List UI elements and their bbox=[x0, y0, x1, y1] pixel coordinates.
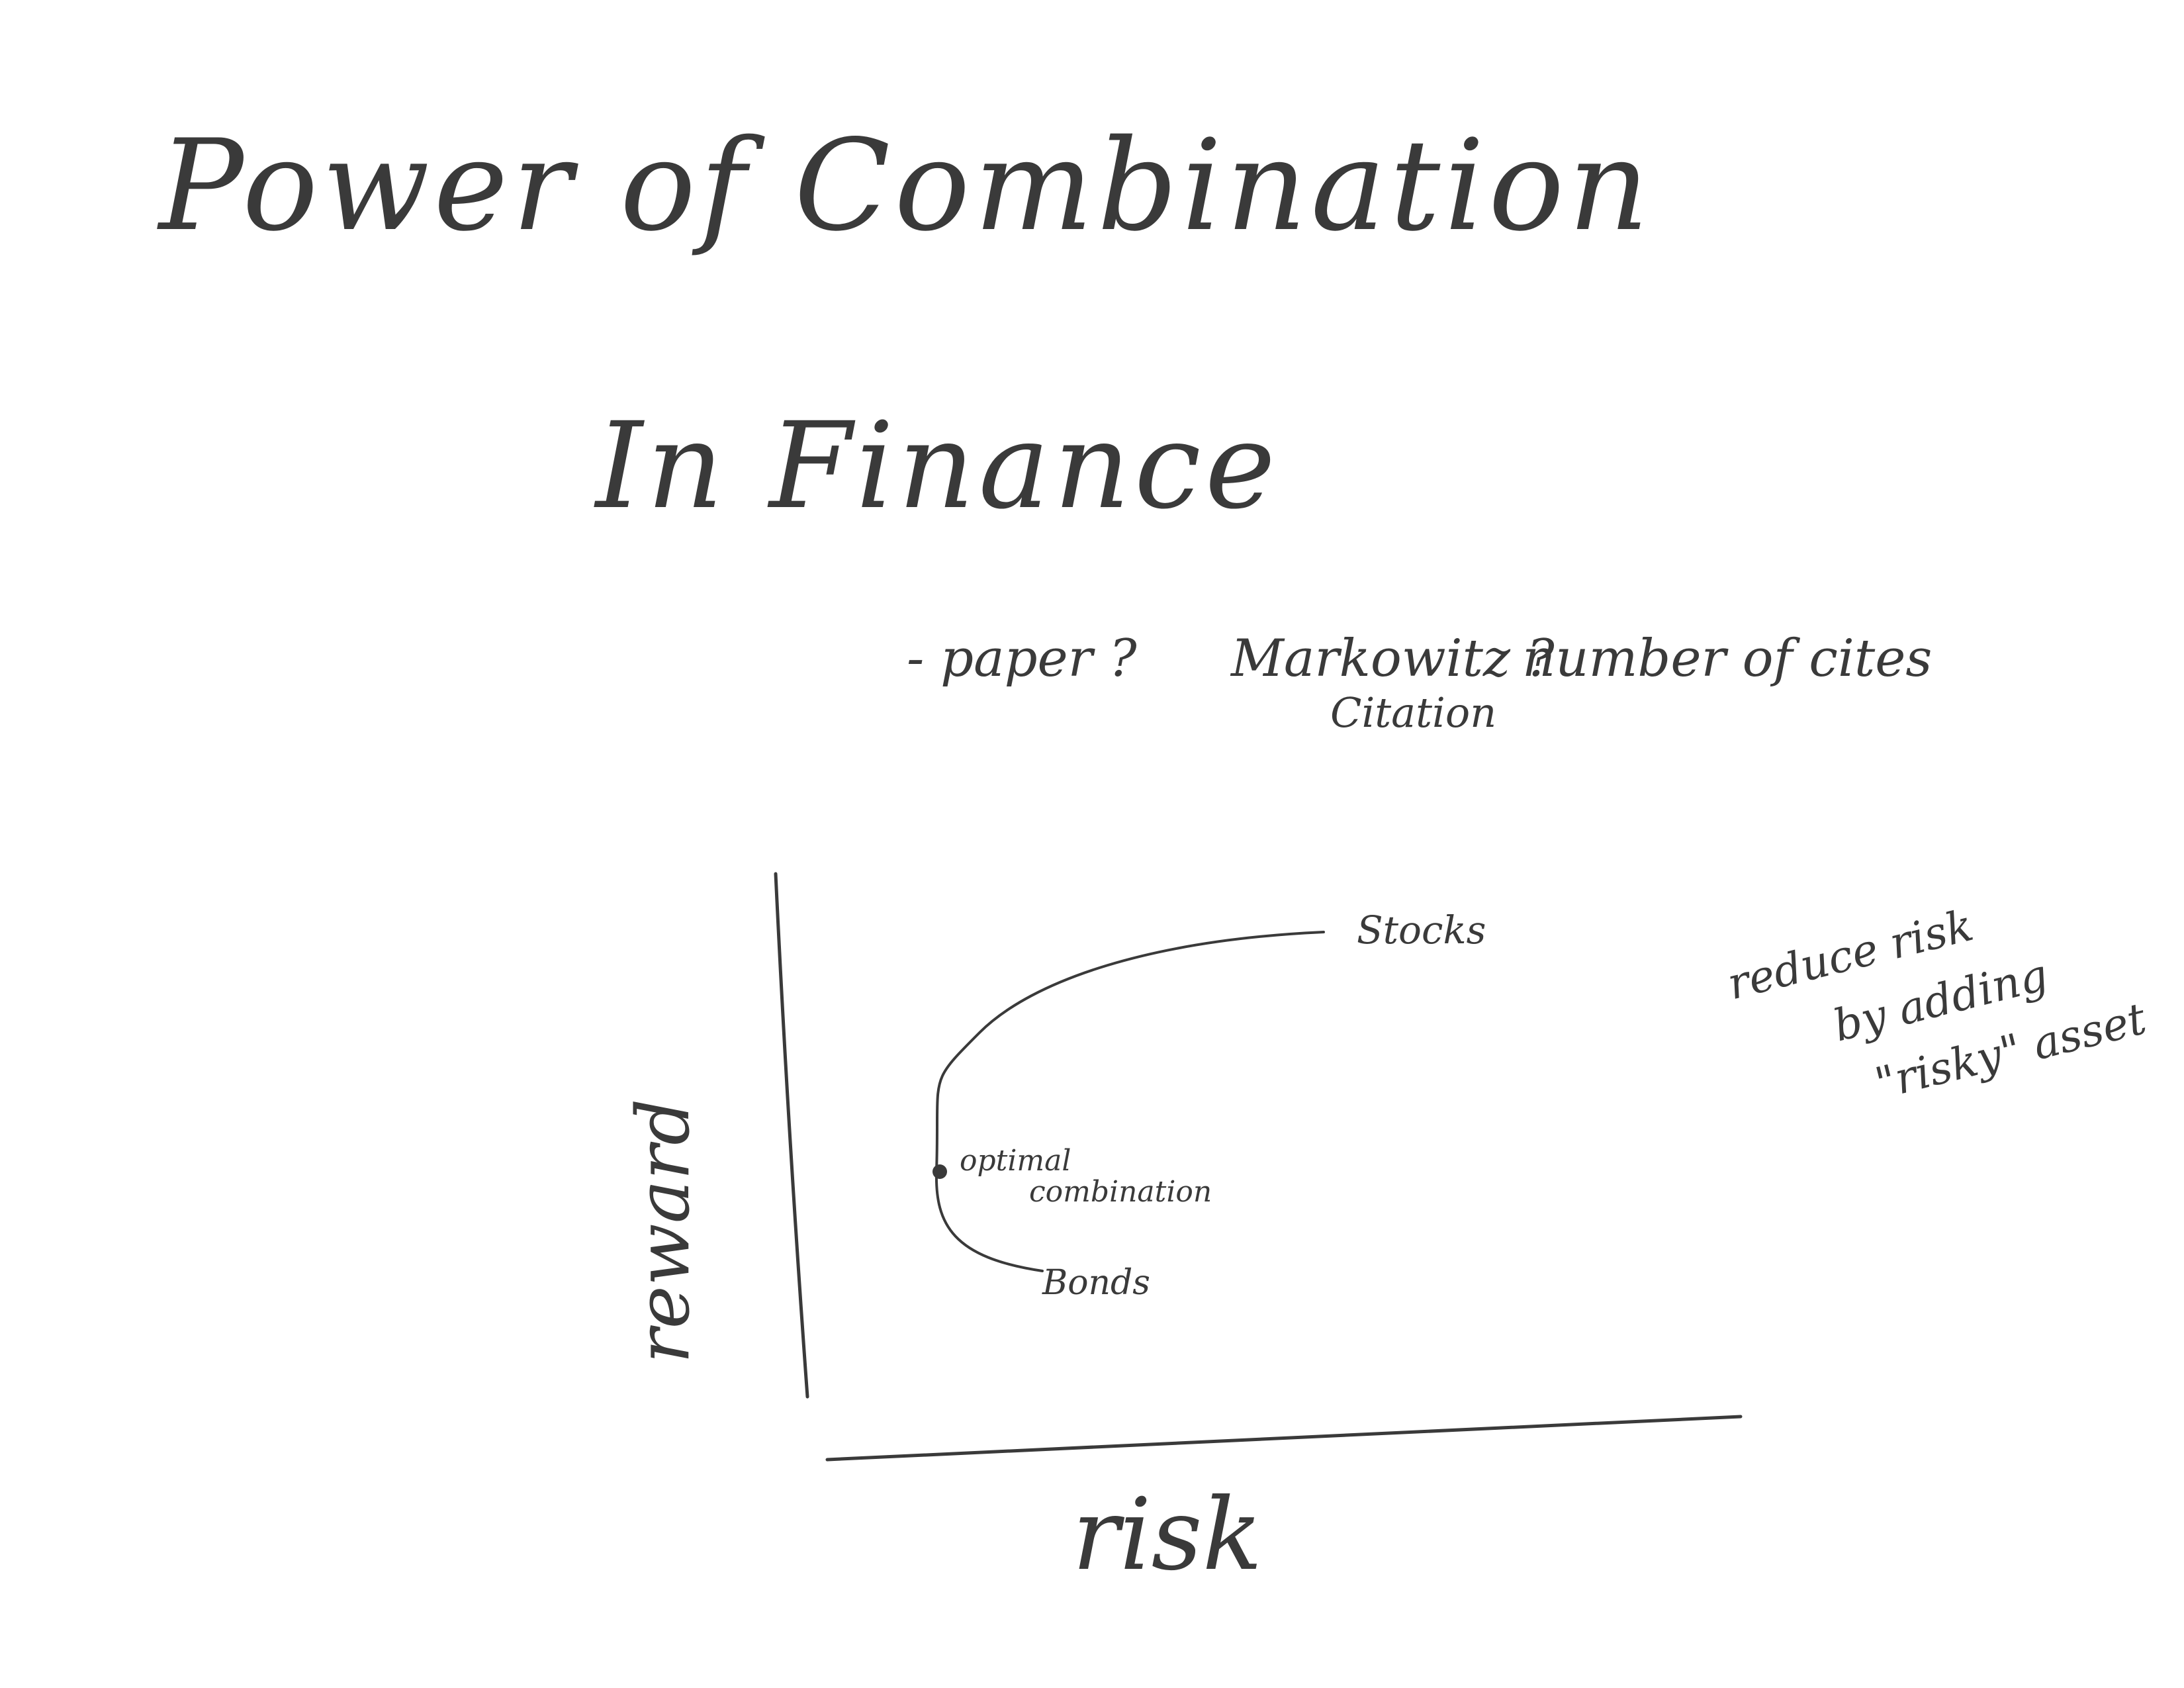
optimal-label-line1: optimal bbox=[960, 1144, 1071, 1178]
y-axis-label: reward bbox=[621, 1099, 705, 1364]
bonds-label: Bonds bbox=[1042, 1263, 1150, 1303]
question-citation: Citation bbox=[1330, 688, 1497, 737]
page-subtitle: In Finance bbox=[596, 397, 1280, 536]
question-paper: - paper ? bbox=[907, 629, 1137, 688]
x-axis-label: risk bbox=[1072, 1477, 1263, 1593]
stocks-label: Stocks bbox=[1357, 908, 1486, 953]
optimal-combination-point bbox=[933, 1164, 947, 1179]
page-title: Power of Combination bbox=[159, 113, 1653, 259]
efficient-frontier-curve bbox=[934, 931, 1325, 1272]
y-axis bbox=[774, 872, 809, 1399]
question-markowitz: Markowitz ? bbox=[1231, 629, 1555, 688]
optimal-label-line2: combination bbox=[1029, 1175, 1212, 1209]
question-number-of-cites: number of cites bbox=[1522, 629, 1933, 688]
x-axis bbox=[825, 1415, 1743, 1462]
